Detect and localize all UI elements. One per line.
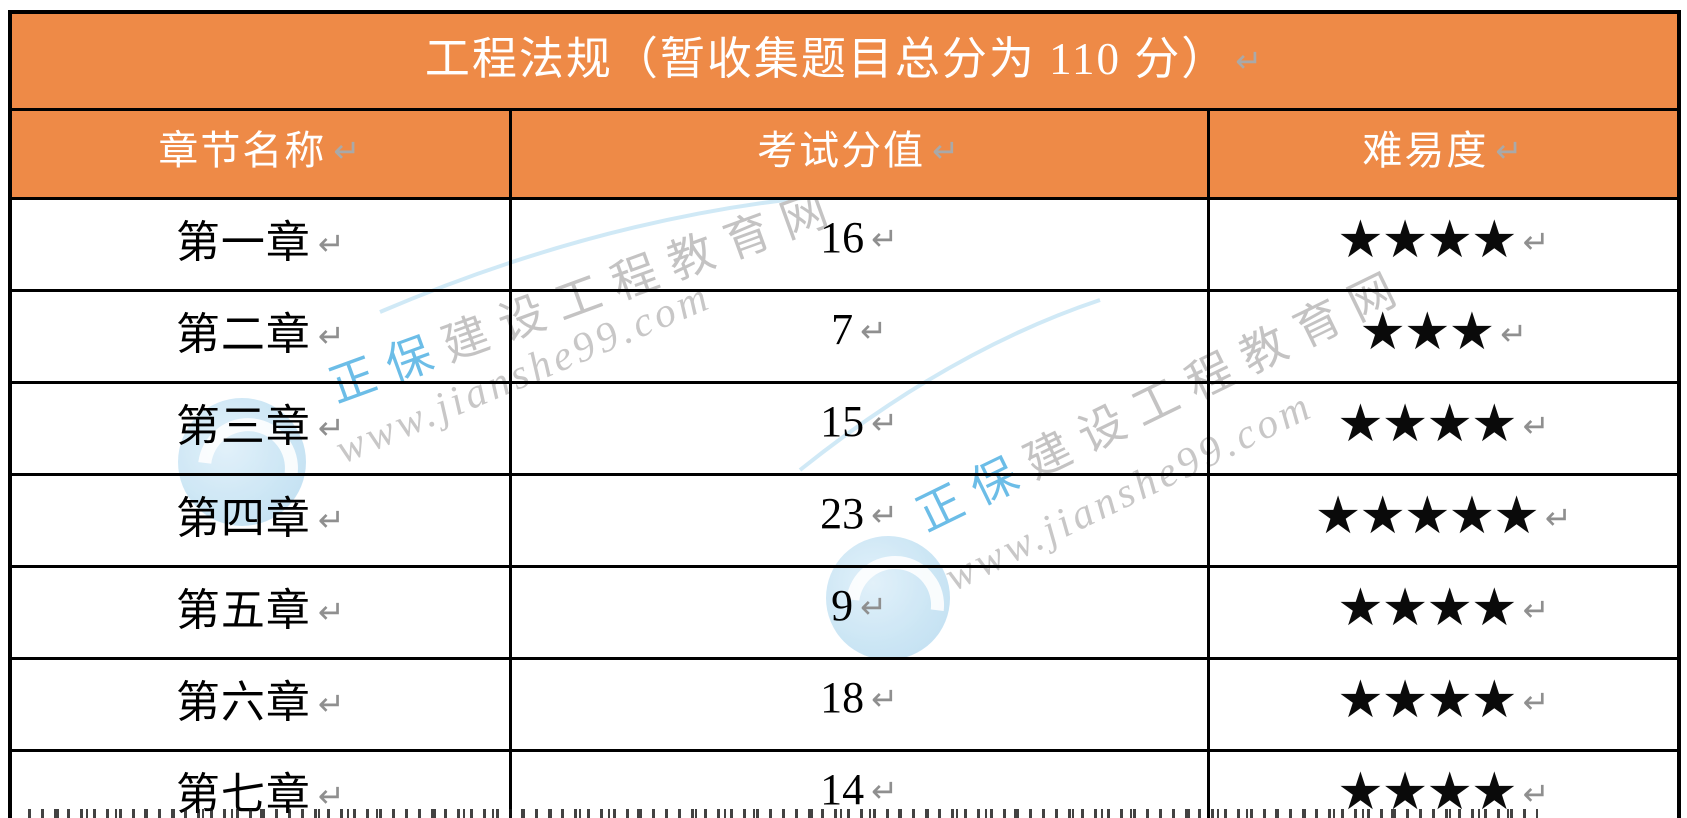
- difficulty-cell: ★★★★ ↵: [1206, 197, 1681, 292]
- table-row: 第二章 ↵ 7 ↵ ★★★ ↵: [8, 289, 1681, 384]
- chapter-name: 第二章: [175, 309, 311, 359]
- column-header-difficulty: 难易度 ↵: [1206, 108, 1681, 200]
- score-cell: 7 ↵: [508, 289, 1210, 384]
- chapter-name: 第一章: [175, 217, 311, 267]
- difficulty-stars: ★★★★: [1337, 761, 1517, 818]
- score-cell: 18 ↵: [508, 657, 1210, 752]
- score-value: 18: [820, 673, 865, 722]
- exam-score-table: 工程法规（暂收集题目总分为 110 分） ↵ 章节名称 ↵ 考试分值 ↵ 难易度 ↵ 第…: [8, 10, 1682, 818]
- score-value: 7: [831, 305, 854, 354]
- return-mark-icon: ↵: [317, 224, 345, 263]
- score-cell: 9 ↵: [508, 565, 1210, 660]
- chapter-cell: 第一章 ↵: [8, 197, 512, 292]
- score-value: 23: [820, 489, 865, 538]
- return-mark-icon: ↵: [1522, 222, 1550, 261]
- score-cell: 23 ↵: [508, 473, 1210, 568]
- score-value: 9: [831, 581, 854, 630]
- return-mark-icon: ↵: [1544, 498, 1572, 537]
- return-mark-icon: ↵: [317, 592, 345, 631]
- chapter-cell: 第三章 ↵: [8, 381, 512, 476]
- difficulty-cell: ★★★★★ ↵: [1206, 473, 1681, 568]
- return-mark-icon: ↵: [1495, 132, 1525, 170]
- table-title-row: 工程法规（暂收集题目总分为 110 分） ↵: [8, 10, 1681, 111]
- table-title: 工程法规（暂收集题目总分为 110 分） ↵: [8, 10, 1681, 111]
- difficulty-stars: ★★★★: [1337, 393, 1517, 454]
- table-row: 第四章 ↵ 23 ↵ ★★★★★ ↵: [8, 473, 1681, 568]
- return-mark-icon: ↵: [317, 408, 345, 447]
- difficulty-stars: ★★★★: [1337, 209, 1517, 270]
- score-value: 15: [820, 397, 865, 446]
- difficulty-cell: ★★★ ↵: [1206, 289, 1681, 384]
- difficulty-stars: ★★★: [1359, 301, 1495, 362]
- column-header-chapter: 章节名称 ↵: [8, 108, 512, 200]
- difficulty-stars: ★★★★: [1337, 669, 1517, 730]
- table-body: 第一章 ↵ 16 ↵ ★★★★ ↵ 第二章 ↵ 7 ↵ ★★★ ↵ 第三章 ↵ 15 ↵ ★★★…: [8, 197, 1681, 818]
- table-row: 第六章 ↵ 18 ↵ ★★★★ ↵: [8, 657, 1681, 752]
- return-mark-icon: ↵: [317, 500, 345, 539]
- return-mark-icon: ↵: [871, 496, 898, 534]
- difficulty-cell: ★★★★ ↵: [1206, 657, 1681, 752]
- chapter-name: 第三章: [175, 401, 311, 451]
- table-row: 第七章 ↵ 14 ↵ ★★★★ ↵: [8, 749, 1681, 818]
- return-mark-icon: ↵: [1522, 682, 1550, 721]
- score-value: 16: [820, 213, 865, 262]
- difficulty-stars: ★★★★★: [1314, 485, 1540, 546]
- difficulty-stars: ★★★★: [1337, 577, 1517, 638]
- score-cell: 16 ↵: [508, 197, 1210, 292]
- return-mark-icon: ↵: [317, 316, 345, 355]
- score-value: 14: [820, 765, 865, 814]
- return-mark-icon: ↵: [1235, 41, 1265, 80]
- return-mark-icon: ↵: [871, 220, 898, 258]
- chapter-cell: 第四章 ↵: [8, 473, 512, 568]
- return-mark-icon: ↵: [932, 132, 961, 170]
- difficulty-cell: ★★★★ ↵: [1206, 565, 1681, 660]
- table-row: 第五章 ↵ 9 ↵ ★★★★ ↵: [8, 565, 1681, 660]
- return-mark-icon: ↵: [333, 132, 363, 170]
- return-mark-icon: ↵: [860, 312, 887, 350]
- return-mark-icon: ↵: [871, 404, 898, 442]
- chapter-cell: 第六章 ↵: [8, 657, 512, 752]
- chapter-name: 第六章: [175, 677, 311, 727]
- table-row: 第三章 ↵ 15 ↵ ★★★★ ↵: [8, 381, 1681, 476]
- chapter-name: 第五章: [175, 585, 311, 635]
- difficulty-cell: ★★★★ ↵: [1206, 749, 1681, 818]
- return-mark-icon: ↵: [871, 772, 898, 810]
- return-mark-icon: ↵: [1500, 314, 1528, 353]
- return-mark-icon: ↵: [317, 684, 345, 723]
- table-header-row: 章节名称 ↵ 考试分值 ↵ 难易度 ↵: [8, 108, 1681, 200]
- return-mark-icon: ↵: [317, 776, 345, 815]
- return-mark-icon: ↵: [860, 588, 887, 626]
- chapter-cell: 第五章 ↵: [8, 565, 512, 660]
- difficulty-cell: ★★★★ ↵: [1206, 381, 1681, 476]
- chapter-name: 第四章: [175, 493, 311, 543]
- return-mark-icon: ↵: [871, 680, 898, 718]
- column-header-score: 考试分值 ↵: [508, 108, 1210, 200]
- return-mark-icon: ↵: [1522, 590, 1550, 629]
- score-cell: 14 ↵: [508, 749, 1210, 818]
- table-title-text: 工程法规（暂收集题目总分为 110 分）: [424, 33, 1229, 84]
- return-mark-icon: ↵: [1522, 406, 1550, 445]
- table-row: 第一章 ↵ 16 ↵ ★★★★ ↵: [8, 197, 1681, 292]
- return-mark-icon: ↵: [1522, 774, 1550, 813]
- score-cell: 15 ↵: [508, 381, 1210, 476]
- chapter-cell: 第二章 ↵: [8, 289, 512, 384]
- clipped-text-line: [28, 809, 1538, 818]
- chapter-cell: 第七章 ↵: [8, 749, 512, 818]
